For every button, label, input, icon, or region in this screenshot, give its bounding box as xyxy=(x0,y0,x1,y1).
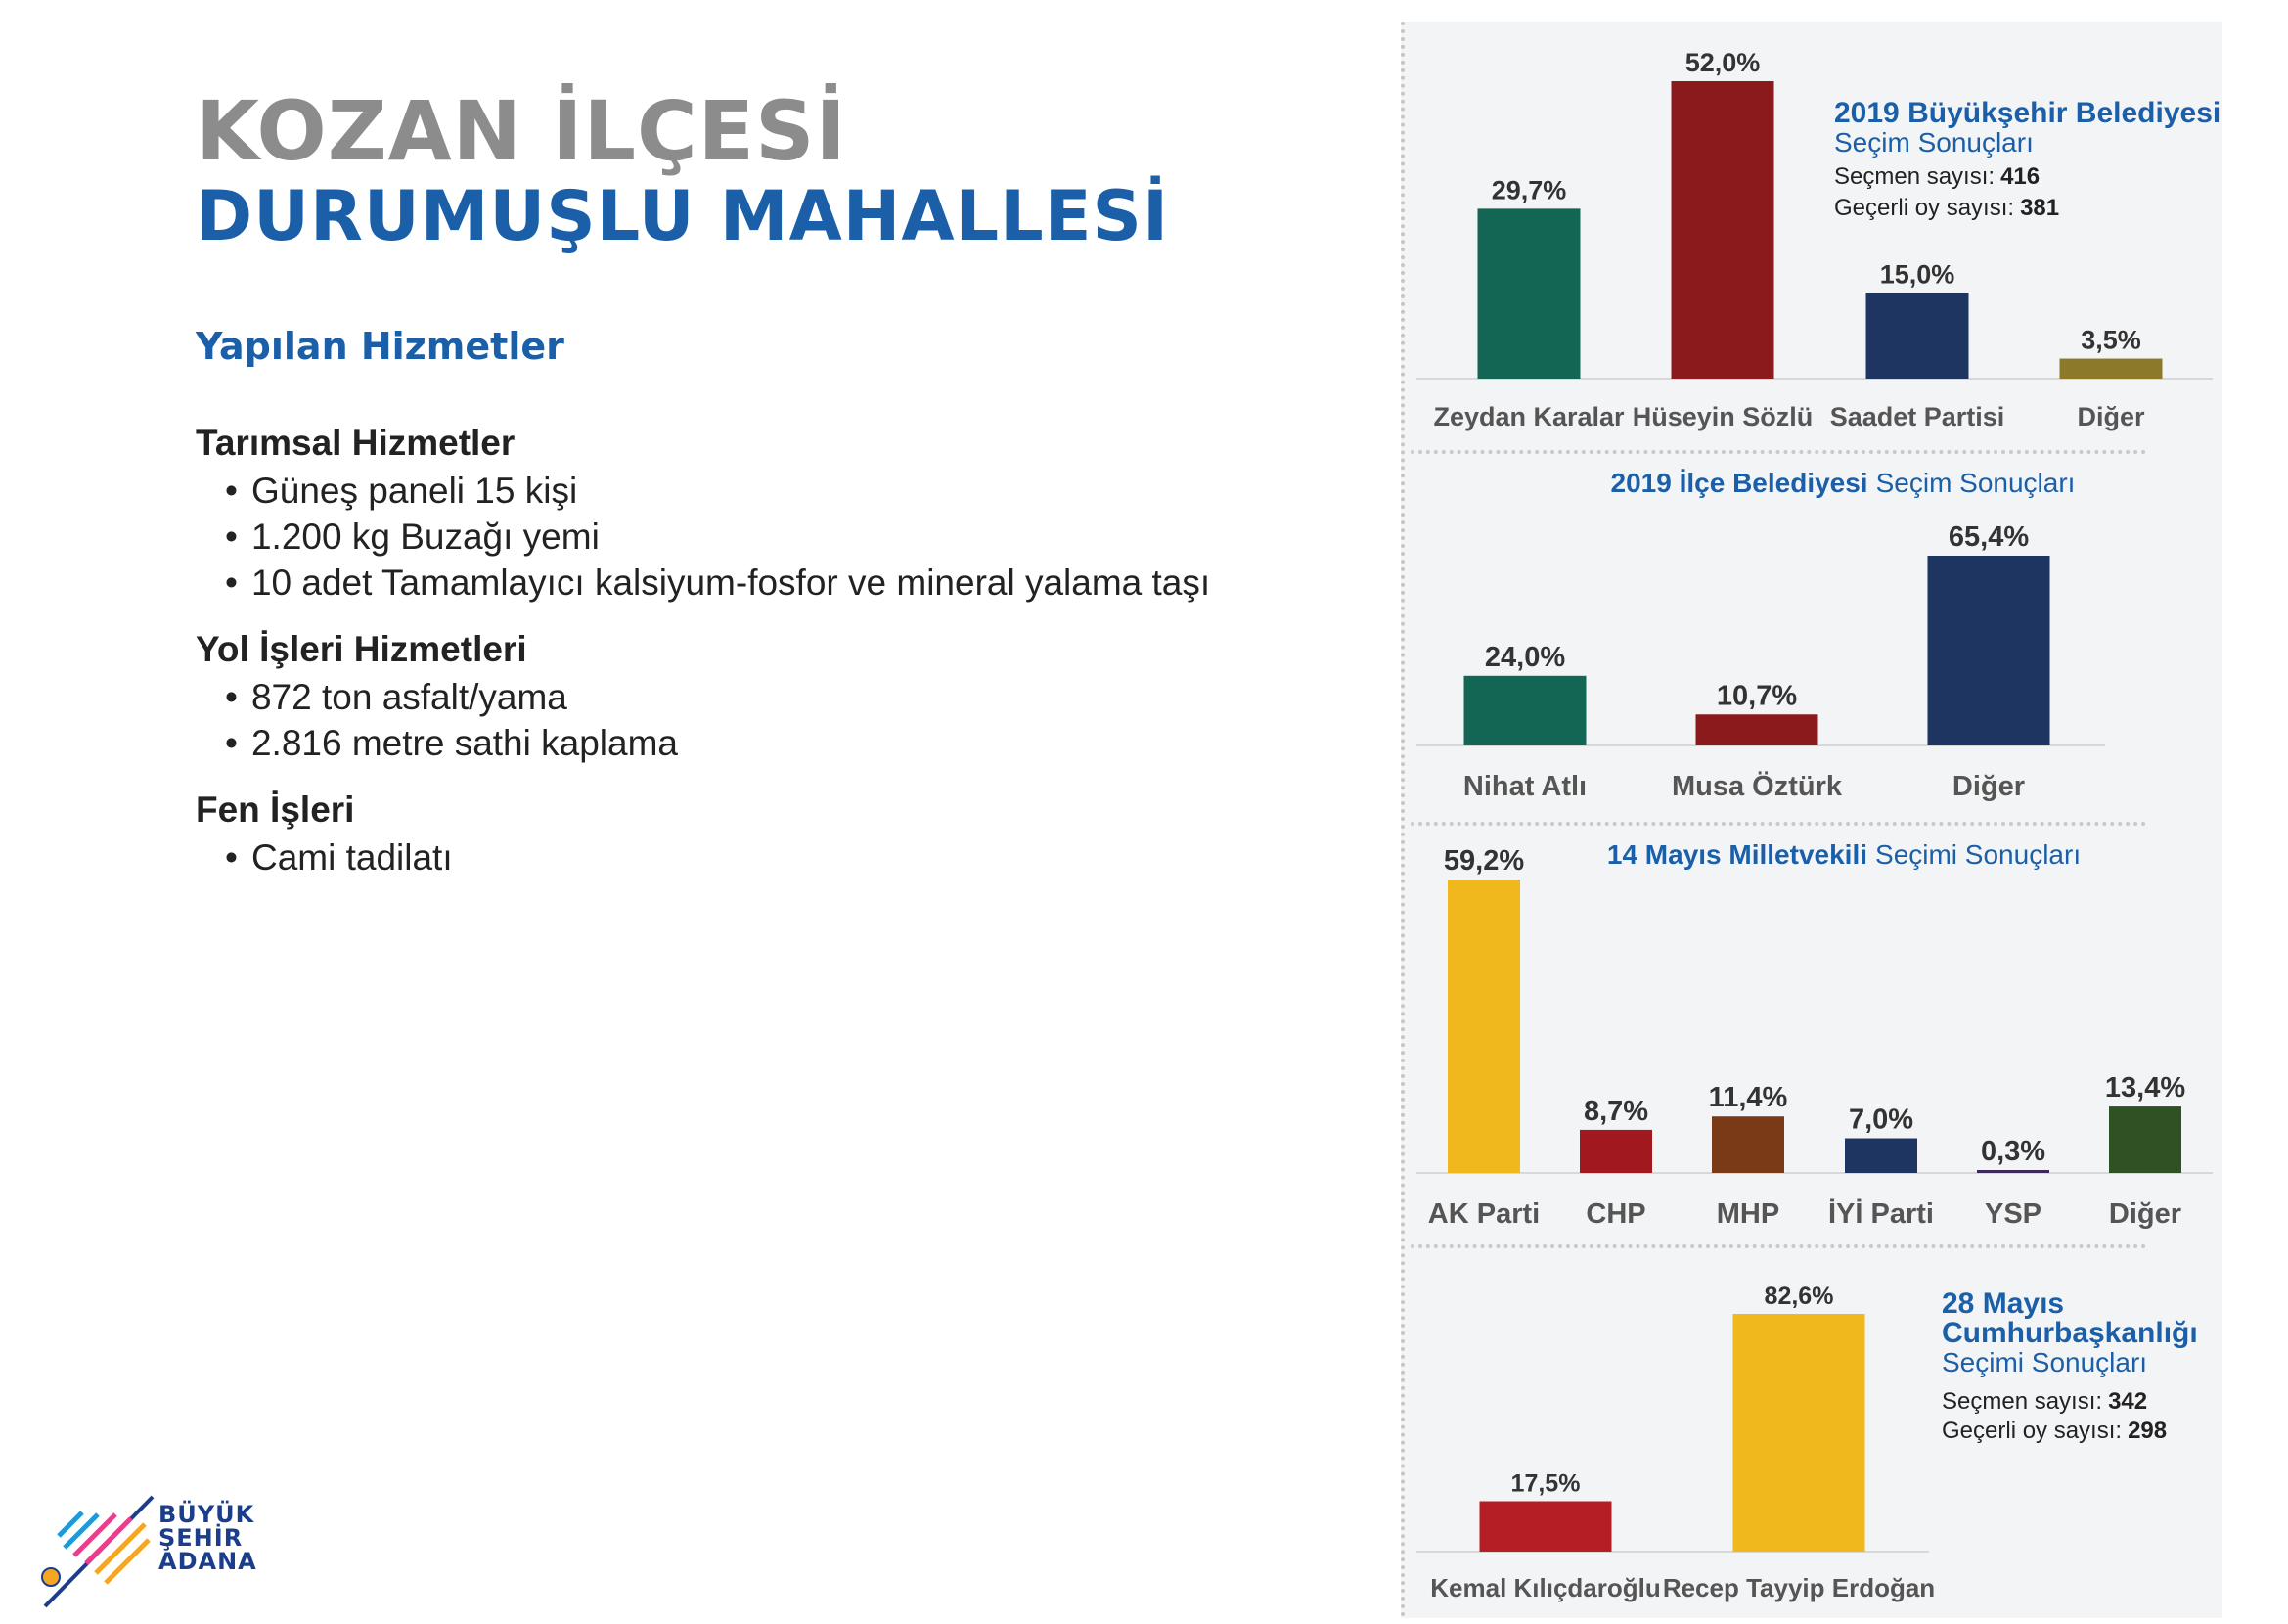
bar xyxy=(1865,293,1969,379)
category-label: Saadet Partisi xyxy=(1830,402,2005,431)
service-item: 10 adet Tamamlayıcı kalsiyum-fosfor ve m… xyxy=(196,560,1210,606)
logo-text: BÜYÜK xyxy=(158,1501,255,1528)
chart3-subtitle: Seçimi Sonuçları xyxy=(1875,839,2081,870)
logo-text: ADANA xyxy=(158,1548,257,1575)
valid-votes-label: Geçerli oy sayısı: xyxy=(1942,1418,2122,1444)
category-label: Diğer xyxy=(2077,402,2145,431)
category-label: Recep Tayyip Erdoğan xyxy=(1663,1573,1935,1602)
bar xyxy=(1977,1170,2049,1173)
data-label: 8,7% xyxy=(1584,1096,1648,1127)
service-item: 872 ton asfalt/yama xyxy=(196,674,1210,720)
valid-votes-count: 298 xyxy=(2128,1418,2167,1444)
data-label: 59,2% xyxy=(1444,845,1524,877)
service-section-public-works: Fen İşleri Cami tadilatı xyxy=(196,786,1210,880)
divider xyxy=(1411,822,2146,826)
category-label: İYİ Parti xyxy=(1828,1198,1934,1230)
service-section-agriculture: Tarımsal Hizmetler Güneş paneli 15 kişi … xyxy=(196,419,1210,606)
bar xyxy=(2109,1106,2181,1173)
data-label: 52,0% xyxy=(1685,48,1761,77)
voters-label: Seçmen sayısı: xyxy=(1834,163,1995,190)
category-label: CHP xyxy=(1586,1198,1645,1230)
service-item: 1.200 kg Buzağı yemi xyxy=(196,514,1210,560)
bar xyxy=(1463,675,1587,745)
voters-count: 342 xyxy=(2108,1388,2147,1415)
category-label: Diğer xyxy=(1952,771,2025,802)
data-label: 82,6% xyxy=(1765,1283,1834,1310)
svg-text:Geçerli oy sayısı:381: Geçerli oy sayısı: 381 xyxy=(1834,195,2059,221)
services-list: Tarımsal Hizmetler Güneş paneli 15 kişi … xyxy=(196,419,1210,900)
svg-text:Geçerli oy sayısı:298: Geçerli oy sayısı: 298 xyxy=(1942,1418,2167,1444)
service-heading: Fen İşleri xyxy=(196,789,355,830)
bar xyxy=(1477,208,1581,379)
service-heading: Yol İşleri Hizmetleri xyxy=(196,629,527,669)
category-label: Nihat Atlı xyxy=(1463,771,1587,802)
bar xyxy=(1671,81,1774,379)
category-label: Zeydan Karalar xyxy=(1433,402,1625,431)
bar xyxy=(1695,714,1818,745)
data-label: 3,5% xyxy=(2081,326,2141,355)
neighborhood-title: DURUMUŞLU MAHALLESİ xyxy=(196,176,1170,256)
data-label: 24,0% xyxy=(1485,642,1565,673)
data-label: 65,4% xyxy=(1949,521,2029,553)
service-item: Cami tadilatı xyxy=(196,835,1210,880)
divider xyxy=(1411,1244,2146,1248)
district-title: KOZAN İLÇESİ xyxy=(196,83,847,179)
data-label: 29,7% xyxy=(1492,175,1567,204)
service-section-roads: Yol İşleri Hizmetleri 872 ton asfalt/yam… xyxy=(196,625,1210,766)
category-label: Kemal Kılıçdaroğlu xyxy=(1430,1573,1661,1602)
svg-text:Seçmen sayısı:416: Seçmen sayısı: 416 xyxy=(1834,163,2040,190)
chart2-title: 2019 İlçe Belediyesi xyxy=(1611,468,1868,498)
chart4-subtitle: Seçimi Sonuçları xyxy=(1942,1347,2147,1377)
bar xyxy=(1448,880,1520,1173)
buyuksehir-adana-logo: BÜYÜK ŞEHİR ADANA xyxy=(37,1477,272,1624)
voters-label: Seçmen sayısı: xyxy=(1942,1388,2102,1415)
chart1-title: 2019 Büyükşehir Belediyesi xyxy=(1834,97,2221,129)
category-label: YSP xyxy=(1985,1198,2041,1230)
category-label: Diğer xyxy=(2109,1198,2181,1230)
data-label: 17,5% xyxy=(1511,1470,1581,1498)
chart2-subtitle: Seçim Sonuçları xyxy=(1876,468,2076,498)
chart3-title: 14 Mayıs Milletvekili xyxy=(1607,839,1867,870)
bar xyxy=(1732,1314,1865,1552)
valid-votes-label: Geçerli oy sayısı: xyxy=(1834,195,2014,221)
valid-votes-count: 381 xyxy=(2020,195,2059,221)
service-item: 2.816 metre sathi kaplama xyxy=(196,720,1210,766)
bar xyxy=(1712,1116,1784,1173)
logo-text: ŞEHİR xyxy=(158,1524,244,1552)
category-label: MHP xyxy=(1717,1198,1779,1230)
service-heading: Tarımsal Hizmetler xyxy=(196,423,516,463)
category-label: AK Parti xyxy=(1428,1198,1540,1230)
chart4-title: 28 Mayıs xyxy=(1942,1287,2064,1320)
data-label: 7,0% xyxy=(1849,1105,1913,1136)
data-label: 10,7% xyxy=(1717,680,1797,711)
category-label: Musa Öztürk xyxy=(1672,770,1843,802)
svg-text:Seçmen sayısı:342: Seçmen sayısı: 342 xyxy=(1942,1388,2147,1415)
logo-mark-icon xyxy=(41,1495,155,1608)
data-label: 11,4% xyxy=(1709,1082,1788,1113)
data-label: 13,4% xyxy=(2105,1072,2185,1104)
data-label: 15,0% xyxy=(1880,259,1955,289)
bar xyxy=(1479,1501,1612,1552)
category-label: Hüseyin Sözlü xyxy=(1633,402,1814,431)
bar xyxy=(1927,556,2050,745)
chart1-subtitle: Seçim Sonuçları xyxy=(1834,127,2034,158)
divider xyxy=(1411,450,2146,454)
services-title: Yapılan Hizmetler xyxy=(196,325,564,368)
bar xyxy=(2059,358,2163,379)
chart4-title-2: Cumhurbaşkanlığı xyxy=(1942,1317,2198,1349)
voters-count: 416 xyxy=(2000,163,2040,190)
service-item: Güneş paneli 15 kişi xyxy=(196,468,1210,514)
bar xyxy=(1580,1129,1652,1173)
bar xyxy=(1845,1138,1917,1173)
data-label: 0,3% xyxy=(1981,1136,2045,1167)
